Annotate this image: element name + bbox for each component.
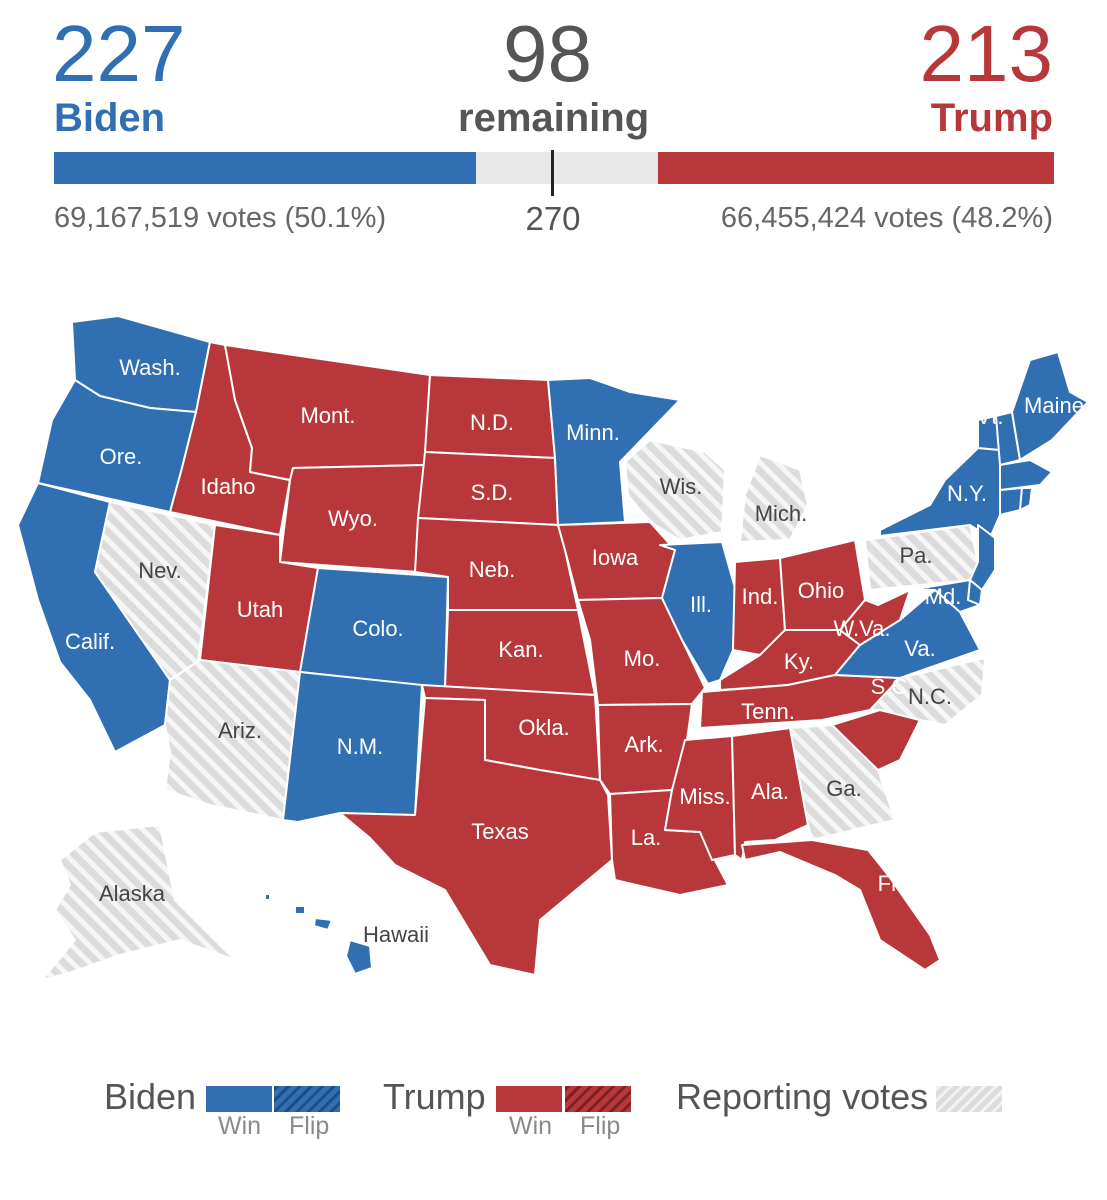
trump-electoral-votes: 213 bbox=[919, 9, 1053, 98]
state-label-ny: N.Y. bbox=[947, 481, 987, 506]
state-label-sc: S.C. bbox=[871, 674, 914, 699]
state-label-az: Ariz. bbox=[218, 718, 262, 743]
state-label-tn: Tenn. bbox=[741, 699, 795, 724]
state-label-wv: W.Va. bbox=[833, 616, 890, 641]
state-label-mo: Mo. bbox=[624, 646, 661, 671]
state-label-al: Ala. bbox=[751, 779, 789, 804]
trump-popular-votes: 66,455,424 votes (48.2%) bbox=[720, 202, 1053, 234]
state-ri[interactable] bbox=[1019, 487, 1033, 511]
state-label-ky: Ky. bbox=[784, 649, 814, 674]
us-electoral-map: Wash. Ore. Calif. Nev. Idaho Mont. Wyo. Utah Ari… bbox=[17, 315, 1091, 981]
state-label-la: La. bbox=[631, 825, 662, 850]
state-label-nc: N.C. bbox=[908, 684, 952, 709]
state-label-ok: Okla. bbox=[518, 715, 569, 740]
state-label-va: Va. bbox=[904, 636, 935, 661]
state-label-ak: Alaska bbox=[99, 881, 166, 906]
state-mi[interactable] bbox=[739, 454, 809, 543]
threshold-label: 270 bbox=[525, 200, 581, 237]
state-label-co: Colo. bbox=[352, 616, 403, 641]
trump-name: Trump bbox=[930, 96, 1053, 140]
state-label-ne: Neb. bbox=[469, 557, 515, 582]
state-label-ms: Miss. bbox=[679, 784, 730, 809]
legend-trump-win-swatch bbox=[496, 1086, 562, 1112]
state-mn[interactable] bbox=[547, 377, 681, 526]
state-label-sd: S.D. bbox=[471, 480, 514, 505]
state-label-me: Maine bbox=[1024, 393, 1084, 418]
state-label-vt: Vt. bbox=[977, 404, 1004, 429]
biden-name: Biden bbox=[54, 96, 166, 140]
state-label-id: Idaho bbox=[200, 474, 255, 499]
state-label-wy: Wyo. bbox=[328, 506, 378, 531]
legend-biden-win-label: Win bbox=[218, 1112, 262, 1140]
legend-biden-flip-label: Flip bbox=[289, 1112, 330, 1140]
state-label-de: Del. bbox=[987, 595, 1026, 620]
state-label-ga: Ga. bbox=[826, 776, 861, 801]
state-label-hi: Hawaii bbox=[363, 922, 429, 947]
state-label-mn: Minn. bbox=[566, 420, 620, 445]
state-label-mi: Mich. bbox=[755, 501, 808, 526]
legend-reporting-label: Reporting votes bbox=[676, 1076, 929, 1117]
state-label-ia: Iowa bbox=[592, 545, 639, 570]
state-label-ma: Mass. bbox=[1032, 482, 1091, 507]
state-label-mt: Mont. bbox=[300, 403, 355, 428]
state-me[interactable] bbox=[1011, 351, 1089, 461]
state-fl[interactable] bbox=[741, 839, 941, 971]
legend-biden-flip-swatch bbox=[274, 1086, 340, 1112]
state-label-wi: Wis. bbox=[660, 474, 703, 499]
state-label-nd: N.D. bbox=[470, 410, 514, 435]
state-label-nm: N.M. bbox=[337, 734, 383, 759]
state-label-ca: Calif. bbox=[65, 629, 115, 654]
legend-trump-label: Trump bbox=[383, 1076, 486, 1117]
state-label-nv: Nev. bbox=[138, 558, 182, 583]
state-label-wa: Wash. bbox=[119, 355, 181, 380]
state-ak[interactable] bbox=[41, 824, 236, 981]
biden-popular-votes: 69,167,519 votes (50.1%) bbox=[54, 202, 387, 234]
state-label-oh: Ohio bbox=[798, 578, 844, 603]
state-tx[interactable] bbox=[339, 697, 613, 976]
state-label-md: Md. bbox=[925, 584, 962, 609]
state-wi[interactable] bbox=[624, 439, 726, 541]
state-label-fl: Fla. bbox=[878, 871, 915, 896]
state-label-ks: Kan. bbox=[498, 637, 543, 662]
remaining-label: remaining bbox=[458, 96, 650, 140]
state-label-il: Ill. bbox=[690, 592, 712, 617]
threshold-marker bbox=[551, 150, 554, 196]
electoral-vote-bar bbox=[54, 152, 1054, 184]
state-label-ar: Ark. bbox=[624, 732, 663, 757]
remaining-electoral-votes: 98 bbox=[503, 9, 592, 98]
state-label-pa: Pa. bbox=[899, 543, 932, 568]
state-label-ut: Utah bbox=[237, 597, 283, 622]
state-md[interactable] bbox=[909, 579, 981, 613]
state-hi[interactable] bbox=[264, 893, 373, 975]
state-sc[interactable] bbox=[831, 709, 921, 771]
state-label-in: Ind. bbox=[742, 584, 779, 609]
state-label-nj: N.J. bbox=[999, 559, 1038, 584]
legend-biden-label: Biden bbox=[104, 1076, 197, 1117]
state-label-or: Ore. bbox=[100, 444, 143, 469]
state-wy[interactable] bbox=[279, 464, 426, 573]
state-label-tx: Texas bbox=[471, 819, 528, 844]
legend-trump-win-label: Win bbox=[509, 1112, 553, 1140]
state-il[interactable] bbox=[659, 541, 736, 685]
state-ct[interactable] bbox=[999, 487, 1023, 516]
trump-bar-segment bbox=[658, 152, 1054, 184]
biden-bar-segment bbox=[54, 152, 476, 184]
legend-reporting-swatch bbox=[936, 1086, 1002, 1112]
biden-electoral-votes: 227 bbox=[52, 9, 186, 98]
state-nc[interactable] bbox=[869, 657, 986, 726]
legend-trump-flip-label: Flip bbox=[580, 1112, 621, 1140]
legend-trump-flip-swatch bbox=[565, 1086, 631, 1112]
legend-biden-win-swatch bbox=[206, 1086, 272, 1112]
state-ma[interactable] bbox=[999, 459, 1053, 491]
